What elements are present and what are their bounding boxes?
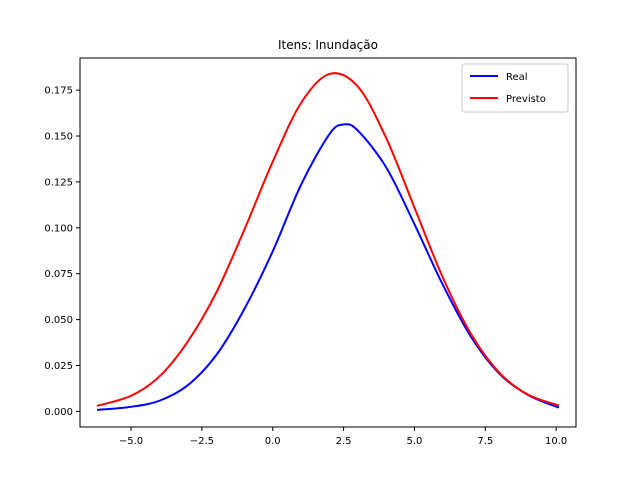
y-tick-label: 0.000 [44,407,73,418]
legend: Real Previsto [461,63,569,113]
series-line-real [96,123,560,411]
y-tick-label: 0.175 [44,86,73,97]
y-tick-label: 0.125 [44,177,73,188]
x-tick-label: −5.0 [119,436,143,447]
series-line-previsto [96,72,560,407]
y-tick-label: 0.025 [44,361,73,372]
x-tick-label: 7.5 [477,436,493,447]
chart-title: Itens: Inundação [278,38,378,52]
x-tick-label: 10.0 [545,436,567,447]
y-tick-label: 0.100 [44,223,73,234]
axes-frame [79,57,577,428]
x-tick-label: 5.0 [406,436,422,447]
x-tick-label: 0.0 [265,436,281,447]
y-tick-label: 0.075 [44,269,73,280]
x-tick-label: 2.5 [336,436,352,447]
y-tick-label: 0.050 [44,315,73,326]
legend-label-real: Real [506,72,528,83]
x-tick-label: −2.5 [190,436,214,447]
legend-label-previsto: Previsto [506,94,546,105]
y-tick-label: 0.150 [44,132,73,143]
